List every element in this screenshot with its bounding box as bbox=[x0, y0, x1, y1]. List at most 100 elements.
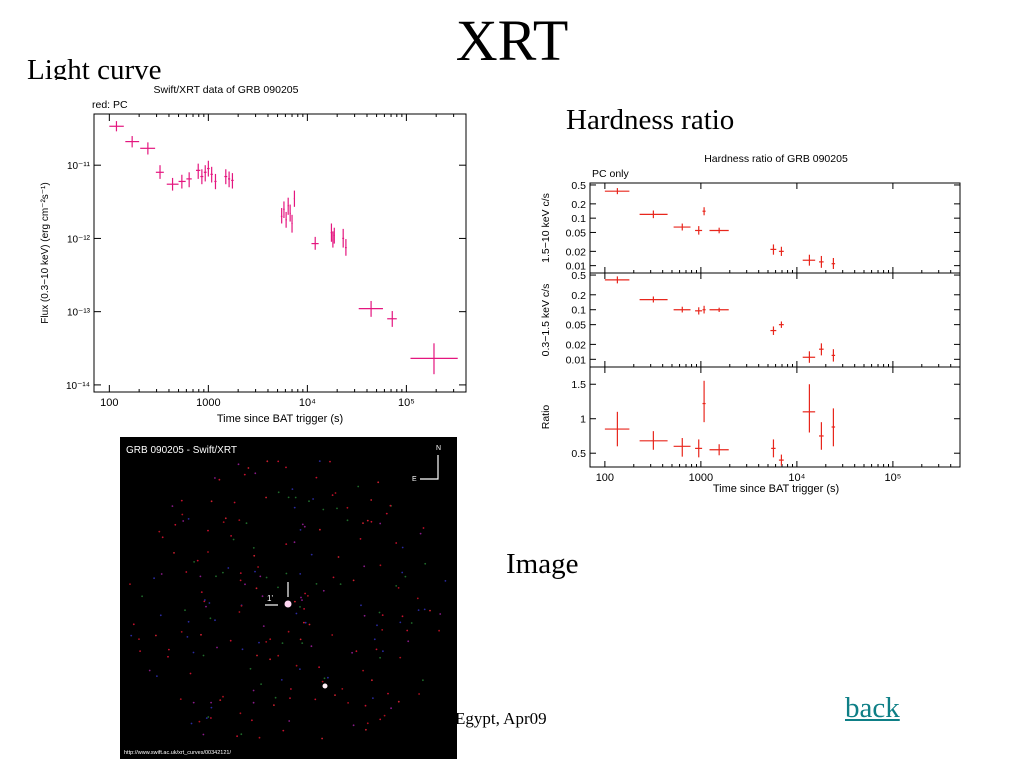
hr-panel-2-ylabel: Ratio bbox=[540, 405, 552, 430]
lc-y-tick-label-3: 10⁻¹⁴ bbox=[66, 381, 90, 392]
lc-point-12 bbox=[214, 173, 217, 190]
sky-image-url: http://www.swift.ac.uk/xrt_curves/003421… bbox=[124, 750, 231, 756]
lc-point-13 bbox=[224, 169, 228, 185]
compass-arrows-icon bbox=[420, 455, 439, 480]
hr-panel-2-point-6 bbox=[771, 439, 776, 458]
hr-panel-2-point-10 bbox=[831, 408, 836, 447]
hr-panel-2-point-8 bbox=[802, 384, 816, 433]
hr-panel-0-point-3 bbox=[695, 226, 703, 235]
lc-point-4 bbox=[166, 177, 179, 191]
lc-point-5 bbox=[178, 174, 186, 189]
slide-title: XRT bbox=[455, 8, 569, 73]
lc-point-24 bbox=[330, 223, 333, 242]
hr-x-tick-label-1: 1000 bbox=[689, 472, 713, 484]
hr-panel-0-point-7 bbox=[778, 246, 784, 256]
hr-panel-0-y-tick-label-4: 0.02 bbox=[566, 246, 587, 258]
hr-panel-1-point-0 bbox=[604, 276, 630, 284]
light-curve-ylabel: Flux (0.3−10 keV) (erg cm⁻²s⁻¹) bbox=[40, 182, 51, 323]
lc-point-26 bbox=[333, 227, 335, 244]
lc-point-16 bbox=[280, 208, 283, 224]
lc-y-tick-label-2: 10⁻¹³ bbox=[67, 308, 91, 319]
hr-panel-2-y-tick-label-0: 1.5 bbox=[571, 379, 586, 391]
lc-point-6 bbox=[186, 172, 192, 188]
hr-panel-0-ylabel: 1.5−10 keV c/s bbox=[540, 193, 552, 263]
hr-panel-0-point-4 bbox=[702, 207, 706, 216]
lc-point-2 bbox=[140, 142, 156, 155]
lc-point-30 bbox=[387, 311, 397, 327]
lc-point-7 bbox=[195, 163, 201, 179]
lc-x-tick-label-3: 10⁵ bbox=[398, 397, 415, 409]
hr-panel-2-point-5 bbox=[709, 444, 729, 456]
lc-point-14 bbox=[228, 171, 231, 188]
hr-panel-2-point-2 bbox=[673, 438, 691, 457]
hr-panel-0-point-9 bbox=[819, 255, 824, 268]
compass-north-label: N bbox=[436, 445, 441, 452]
light-curve-xlabel: Time since BAT trigger (s) bbox=[217, 413, 343, 425]
hr-panel-1-point-1 bbox=[639, 296, 668, 303]
lc-point-1 bbox=[125, 136, 140, 148]
lc-x-tick-label-0: 100 bbox=[100, 397, 118, 409]
hr-panel-2-point-9 bbox=[819, 422, 824, 450]
lc-point-20 bbox=[289, 204, 291, 222]
hardness-ratio-xlabel: Time since BAT trigger (s) bbox=[713, 483, 839, 495]
lc-point-15 bbox=[231, 173, 234, 189]
lc-y-tick-label-0: 10⁻¹¹ bbox=[67, 161, 91, 172]
hr-panel-1-y-tick-label-0: 0.5 bbox=[571, 270, 586, 282]
hr-panel-2-point-4 bbox=[702, 380, 706, 423]
image-label: Image bbox=[506, 548, 579, 580]
lc-point-31 bbox=[410, 343, 458, 375]
scale-bar-label: 1' bbox=[267, 594, 273, 603]
compass-east-label: E bbox=[412, 476, 417, 483]
hr-panel-0-point-1 bbox=[639, 210, 668, 219]
hr-panel-1-point-9 bbox=[819, 343, 824, 356]
lc-point-9 bbox=[203, 165, 207, 182]
hr-panel-1-point-3 bbox=[695, 307, 703, 315]
hr-panel-0-y-tick-label-1: 0.2 bbox=[571, 199, 586, 211]
hardness-ratio-chart: Hardness ratio of GRB 090205 PC only 0.5… bbox=[536, 149, 962, 497]
light-curve-plot-frame bbox=[93, 113, 467, 393]
hr-panel-0-y-tick-label-3: 0.05 bbox=[566, 227, 587, 239]
hr-panel-frame-2 bbox=[589, 366, 961, 468]
hr-panel-1-y-tick-label-1: 0.2 bbox=[571, 290, 586, 302]
grb-source bbox=[284, 600, 292, 608]
hr-x-tick-label-3: 10⁵ bbox=[884, 472, 901, 484]
bright-source bbox=[322, 683, 328, 689]
hr-panel-0-y-tick-label-5: 0.01 bbox=[566, 261, 587, 273]
lc-point-3 bbox=[155, 165, 164, 179]
hr-panel-2-y-tick-label-2: 0.5 bbox=[571, 448, 586, 460]
lc-point-25 bbox=[332, 231, 334, 248]
hr-panel-0-y-tick-label-2: 0.1 bbox=[571, 213, 586, 225]
hr-panel-1-point-10 bbox=[831, 349, 836, 362]
lc-point-27 bbox=[342, 228, 345, 248]
hr-panel-0-point-6 bbox=[770, 244, 777, 255]
lc-point-23 bbox=[311, 236, 319, 250]
hr-x-tick-label-2: 10⁴ bbox=[788, 472, 805, 484]
hr-panel-1-point-4 bbox=[702, 305, 706, 314]
lc-point-11 bbox=[210, 166, 213, 183]
hr-panel-1-y-tick-label-2: 0.1 bbox=[571, 305, 586, 317]
lc-point-8 bbox=[200, 169, 204, 185]
hr-panel-1-point-6 bbox=[770, 326, 777, 335]
hr-panel-0-point-2 bbox=[673, 223, 691, 231]
lc-y-tick-label-1: 10⁻¹² bbox=[67, 234, 91, 245]
hardness-ratio-annotation: PC only bbox=[592, 168, 630, 180]
hr-panel-0-point-0 bbox=[604, 188, 630, 195]
hr-panel-1-y-tick-label-5: 0.01 bbox=[566, 354, 587, 366]
hr-panel-2-point-0 bbox=[604, 411, 630, 447]
hr-panel-0-point-8 bbox=[802, 254, 816, 266]
hr-panel-1-point-8 bbox=[802, 351, 816, 363]
hr-panel-2-point-7 bbox=[778, 454, 784, 466]
lc-point-17 bbox=[283, 201, 285, 219]
lc-point-18 bbox=[285, 211, 287, 228]
hr-panel-2-point-3 bbox=[695, 439, 703, 458]
light-curve-title: Swift/XRT data of GRB 090205 bbox=[154, 84, 299, 96]
hr-panel-0-point-10 bbox=[831, 257, 836, 269]
hr-panel-1-y-tick-label-3: 0.05 bbox=[566, 320, 587, 332]
footer-text: Egypt, Apr09 bbox=[455, 709, 547, 728]
lc-point-19 bbox=[287, 197, 289, 215]
lc-point-0 bbox=[109, 121, 124, 132]
hr-panel-2-y-tick-label-1: 1 bbox=[580, 414, 586, 426]
hr-x-tick-label-0: 100 bbox=[596, 472, 614, 484]
back-link[interactable]: back bbox=[845, 692, 900, 724]
lc-point-22 bbox=[293, 190, 296, 207]
